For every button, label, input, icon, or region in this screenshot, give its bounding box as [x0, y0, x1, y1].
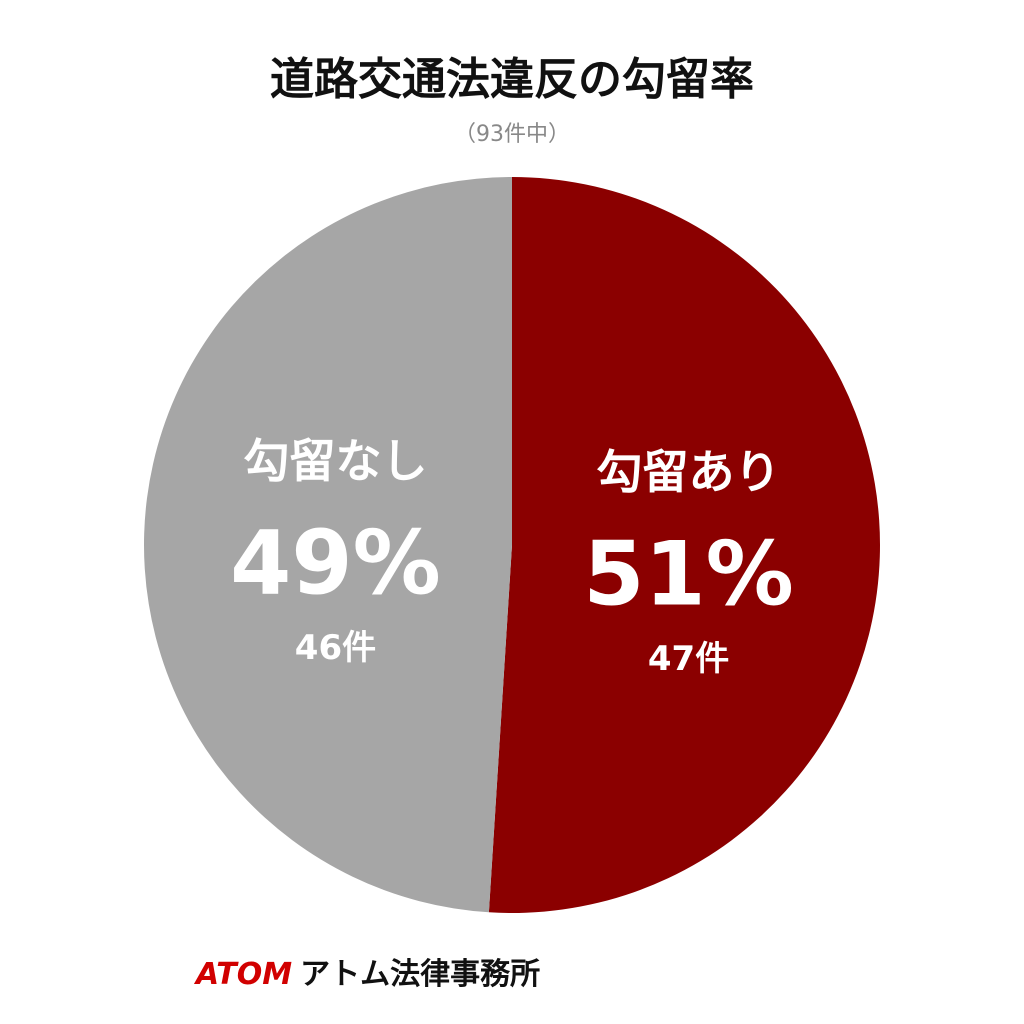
slice-count: 46件 — [295, 628, 376, 668]
slice — [488, 177, 880, 913]
slice-percent: 51% — [583, 522, 794, 625]
footer-name: アトム法律事務所 — [300, 957, 540, 992]
chart-title: 道路交通法違反の勾留率 — [270, 54, 754, 105]
footer: ATOM アトム法律事務所 — [194, 957, 540, 992]
pie — [143, 177, 880, 913]
slice-category: 勾留なし — [243, 434, 427, 488]
slice-percent: 49% — [230, 511, 441, 614]
slice-count: 47件 — [648, 639, 729, 679]
labels: 勾留あり 51% 47件 勾留なし 49% 46件 — [230, 434, 794, 679]
chart-subtitle: （93件中） — [454, 122, 570, 147]
slice — [143, 177, 512, 913]
footer-brand: ATOM — [194, 957, 292, 992]
slice-category: 勾留あり — [597, 445, 781, 499]
